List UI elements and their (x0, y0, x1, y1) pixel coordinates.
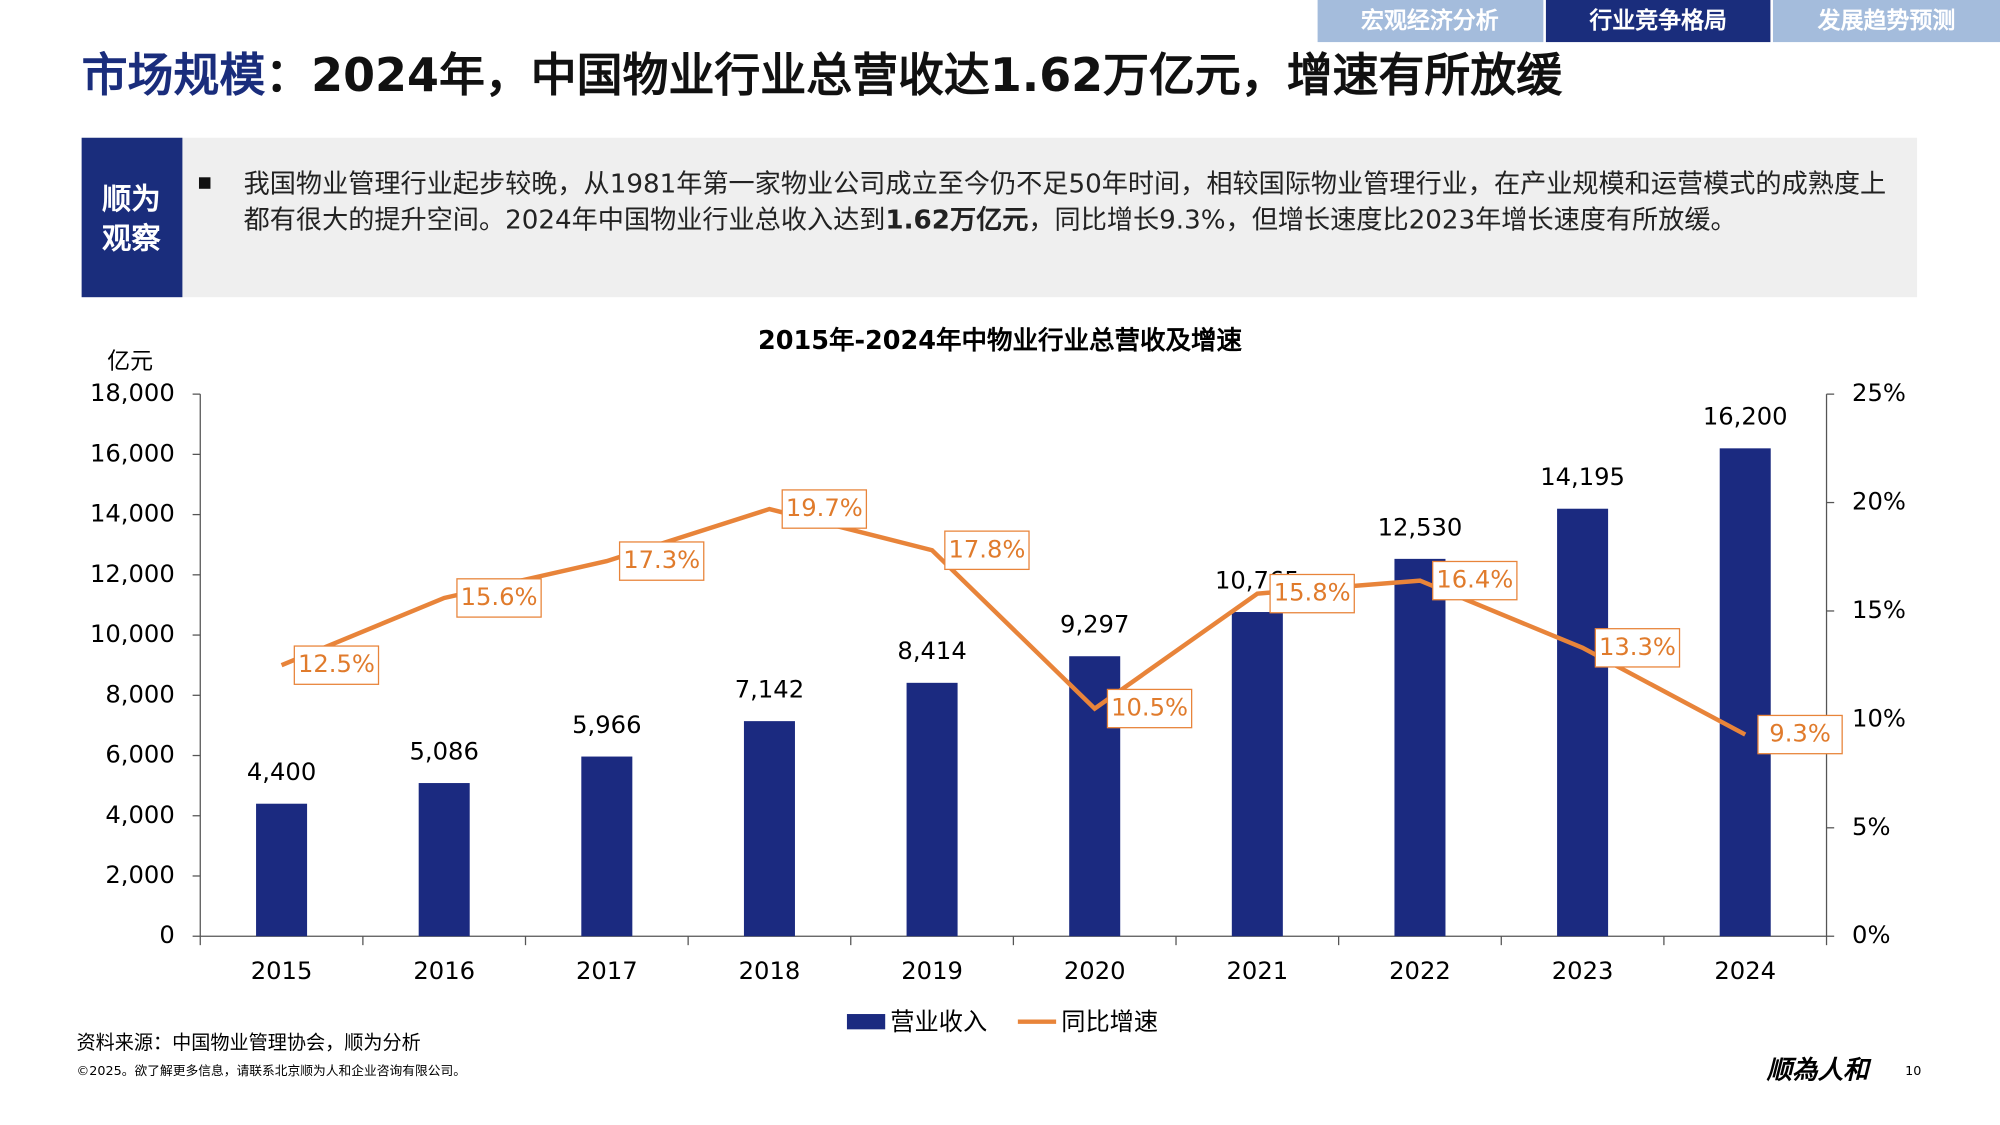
tab[interactable]: 发展趋势预测 (1817, 7, 1956, 34)
bar-value-label: 4,400 (247, 758, 316, 786)
value-label-box (1757, 714, 1843, 755)
bullet (198, 177, 211, 189)
value-label-box (1594, 628, 1681, 668)
y-tick-label: 6,000 (105, 741, 174, 769)
line-value-label: 15.6% (461, 583, 538, 611)
tab-bg (1317, 0, 1544, 43)
tab-bg (1545, 0, 1771, 43)
line-value-label: 13.3% (1599, 633, 1676, 661)
value-label-box (1106, 688, 1193, 729)
y-tick-label: 0 (159, 921, 174, 949)
bar-value-label: 5,086 (410, 737, 479, 765)
bar (581, 756, 633, 937)
bar-value-label: 16,200 (1703, 403, 1788, 431)
value-label-box (456, 578, 542, 618)
tab[interactable]: 行业竞争格局 (1588, 7, 1727, 34)
tab[interactable]: 宏观经济分析 (1361, 7, 1499, 34)
x-tick-label: 2018 (739, 957, 801, 985)
bar-value-label: 14,195 (1540, 463, 1625, 491)
tab-bg (1772, 0, 2000, 43)
y2-tick-label: 5% (1852, 813, 1890, 841)
y2-tick-label: 25% (1852, 379, 1906, 407)
y-tick-label: 18,000 (90, 379, 175, 407)
text-bold: 1.62万亿元 (885, 204, 1029, 235)
line-value-label: 9.3% (1769, 720, 1831, 748)
x-tick-label: 2022 (1389, 957, 1451, 985)
y-tick-label: 4,000 (105, 801, 174, 829)
line-value-label: 12.5% (298, 650, 375, 678)
y-tick-label: 12,000 (90, 560, 175, 588)
legend-swatch (846, 1014, 886, 1030)
x-tick-label: 2024 (1714, 957, 1776, 985)
bar-value-label: 7,142 (735, 676, 804, 704)
title-rest: ：2024年，中国物业行业总营收达1.62万亿元，增速有所放缓 (265, 47, 1563, 101)
line-value-label: 19.7% (786, 494, 863, 522)
observation-text: 我国物业管理行业起步较晚，从1981年第一家物业公司成立至今仍不足50年时间，相… (244, 166, 1896, 237)
source: 资料来源：中国物业管理协会，顺为分析 (77, 1031, 421, 1054)
x-tick-label: 2017 (576, 957, 638, 985)
bar-value-label: 12,530 (1378, 513, 1463, 541)
page-number: 10 (1905, 1064, 1921, 1079)
y2-tick-label: 15% (1852, 596, 1906, 624)
y2-tick-label: 0% (1852, 921, 1890, 949)
page-title: 市场规模：2024年，中国物业行业总营收达1.62万亿元，增速有所放缓 (82, 47, 1564, 101)
line-value-label: 10.5% (1111, 694, 1188, 722)
y-tick-label: 14,000 (90, 500, 175, 528)
x-tick-label: 2020 (1064, 957, 1126, 985)
y-axis-label: 亿元 (107, 349, 153, 375)
observation-label: 观察 (102, 221, 161, 255)
bar (906, 682, 958, 937)
bar (256, 803, 308, 937)
bar (1394, 558, 1446, 937)
value-label-box (944, 530, 1030, 571)
y2-tick-label: 20% (1852, 488, 1906, 516)
x-tick-label: 2019 (901, 957, 963, 985)
copyright: ©2025。欲了解更多信息，请联系北京顺为人和企业咨询有限公司。 (77, 1063, 466, 1079)
value-label-box (293, 645, 380, 685)
value-label-box (781, 489, 868, 529)
y-tick-label: 8,000 (105, 680, 174, 708)
title-lead: 市场规模 (82, 47, 266, 101)
legend-label: 同比增速 (1061, 1008, 1158, 1036)
y-tick-label: 16,000 (90, 439, 175, 467)
bar-value-label: 9,297 (1060, 611, 1129, 639)
y-tick-label: 2,000 (105, 861, 174, 889)
text: 我国物业管理行业起步较晚，从1981年第一家物业公司成立至今仍不足50年时间，相… (243, 168, 1887, 235)
line-value-label: 16.4% (1436, 566, 1513, 594)
x-tick-label: 2021 (1227, 957, 1289, 985)
line-value-label: 17.8% (948, 535, 1025, 563)
chart-title: 2015年-2024年中物业行业总营收及增速 (758, 326, 1243, 356)
bar (1231, 612, 1283, 937)
bar (1719, 448, 1771, 937)
x-tick-label: 2016 (413, 957, 475, 985)
observation-label-bg (81, 137, 183, 298)
bar-value-label: 5,966 (572, 711, 641, 739)
y2-tick-label: 10% (1852, 704, 1906, 732)
value-label-box (1432, 560, 1518, 601)
value-label-box (618, 541, 705, 581)
bar (418, 783, 470, 937)
x-tick-label: 2015 (251, 957, 313, 985)
line-value-label: 15.8% (1274, 579, 1351, 607)
bar (743, 721, 795, 937)
bar-value-label: 8,414 (897, 637, 966, 665)
observation-box (81, 137, 1918, 298)
logo: 顺為人和 (1766, 1055, 1873, 1085)
legend-label: 营业收入 (890, 1008, 987, 1036)
text: ，同比增长9.3%，但增长速度比2023年增长速度有所放缓。 (1028, 204, 1737, 235)
observation-label: 顺为 (102, 182, 161, 216)
x-tick-label: 2023 (1552, 957, 1614, 985)
y-tick-label: 10,000 (90, 620, 175, 648)
bar (1557, 508, 1609, 937)
line-value-label: 17.3% (623, 546, 700, 574)
value-label-box (1269, 573, 1355, 614)
